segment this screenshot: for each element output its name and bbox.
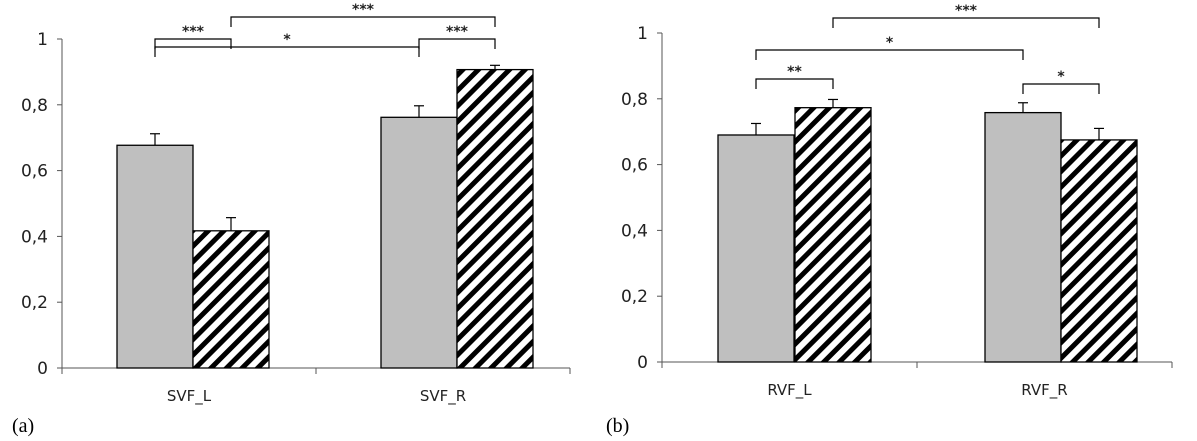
bracket-line: [418, 38, 496, 49]
bar-rvf-r-solid: [984, 111, 1062, 363]
bar-svf-r-hatched: [456, 68, 534, 369]
bracket-line: [230, 16, 496, 27]
significance-bracket: ***: [832, 3, 1100, 28]
bar-svf-l-hatched: [192, 230, 270, 369]
y-tick-label: 0,8: [21, 96, 48, 116]
bar-rvf-r-hatched: [1060, 139, 1138, 363]
panel-label: (a): [12, 415, 34, 437]
y-tick-label: 0,2: [621, 287, 648, 307]
significance-stars: ***: [182, 24, 205, 40]
bracket-line: [154, 46, 420, 57]
significance-stars: ***: [352, 2, 375, 18]
significance-bracket: ***: [154, 24, 232, 49]
bar-svf-l-solid: [116, 144, 194, 369]
y-tick-label: 0,6: [621, 156, 648, 176]
significance-bracket: *: [755, 35, 1024, 60]
x-category-label: SVF_L: [167, 387, 212, 406]
significance-stars: ***: [446, 24, 469, 40]
x-category-label: RVF_R: [1021, 381, 1067, 400]
bar-svf-r-solid: [380, 116, 458, 369]
y-tick-label: 0,8: [621, 90, 648, 110]
bar-rvf-l-solid: [717, 134, 795, 363]
significance-bracket: ***: [230, 2, 496, 27]
significance-stars: *: [1057, 69, 1065, 85]
bar-rvf-l-hatched: [794, 107, 872, 363]
y-tick-label: 0: [637, 353, 648, 373]
significance-bracket: **: [755, 64, 834, 89]
significance-stars: **: [787, 64, 802, 80]
x-category-label: SVF_R: [420, 387, 466, 406]
bracket-line: [755, 78, 834, 89]
y-tick-label: 0,2: [21, 293, 48, 313]
y-tick-label: 0,6: [21, 162, 48, 182]
y-tick-label: 0: [37, 359, 48, 379]
bracket-line: [755, 49, 1024, 60]
significance-stars: *: [283, 32, 291, 48]
bracket-line: [1022, 83, 1100, 94]
significance-stars: *: [886, 35, 894, 51]
significance-bracket: ***: [418, 24, 496, 49]
y-tick-label: 1: [637, 24, 648, 44]
y-tick-label: 0,4: [21, 227, 48, 247]
panel-label: (b): [606, 415, 629, 437]
significance-bracket: *: [154, 32, 420, 57]
significance-bracket: *: [1022, 69, 1100, 94]
bracket-line: [154, 38, 232, 49]
y-tick-label: 1: [37, 30, 48, 50]
bracket-line: [832, 17, 1100, 28]
significance-stars: ***: [955, 3, 978, 19]
x-category-label: RVF_L: [767, 381, 812, 400]
y-tick-label: 0,4: [621, 221, 648, 241]
